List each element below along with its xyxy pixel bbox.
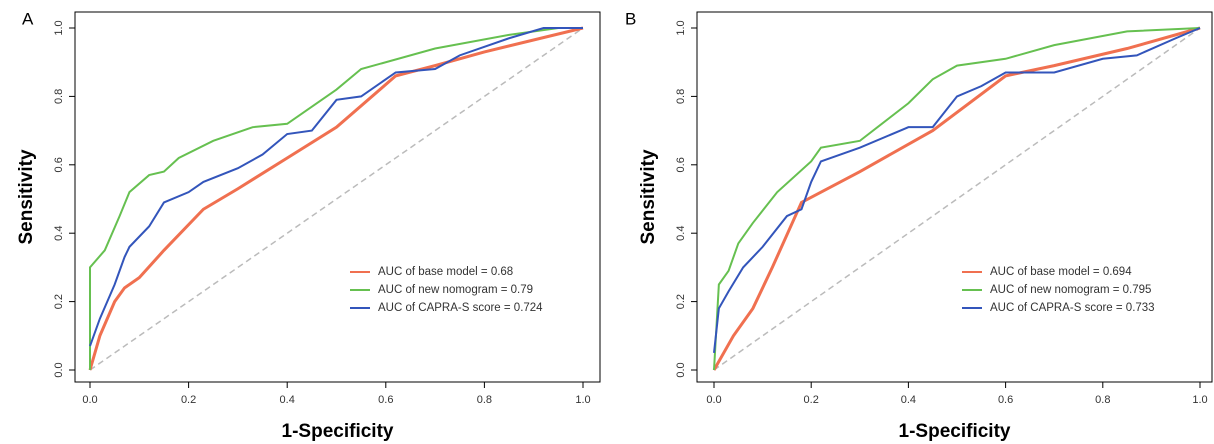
x-tick-label: 0.4	[901, 394, 916, 406]
x-axis-label: 1-Specificity	[899, 421, 1011, 442]
x-tick-label: 0.0	[82, 394, 97, 406]
legend-label: AUC of CAPRA-S score = 0.724	[378, 302, 543, 314]
y-tick-label: 0.0	[53, 362, 65, 377]
chart: B 0.0 0.2 0.4 0.6 0.8 1.0 0.0 0.2 0.4 0.6 0.8 1.0 1-S…	[625, 9, 1213, 442]
panel-label: B	[625, 9, 636, 28]
x-tick-label: 0.6	[998, 394, 1013, 406]
x-tick-label: 0.8	[1095, 394, 1110, 406]
roc-curve	[713, 27, 1201, 371]
x-tick-label: 0.2	[181, 394, 196, 406]
x-tick-label: 0.6	[378, 394, 393, 406]
y-tick-label: 0.4	[675, 226, 687, 241]
roc-curve	[713, 27, 1201, 354]
y-tick-label: 0.6	[53, 157, 65, 172]
legend-label: AUC of new nomogram = 0.795	[990, 284, 1151, 296]
y-tick-label: 0.8	[53, 89, 65, 104]
legend-label: AUC of base model = 0.694	[990, 266, 1132, 278]
roc-curve	[712, 26, 1201, 371]
x-tick-label: 0.2	[804, 394, 819, 406]
x-tick-label: 0.0	[706, 394, 721, 406]
reference-diagonal	[89, 27, 584, 371]
legend-label: AUC of CAPRA-S score = 0.733	[990, 302, 1155, 314]
y-tick-label: 0.8	[675, 89, 687, 104]
y-tick-label: 0.4	[53, 226, 65, 241]
y-tick-label: 0.2	[53, 294, 65, 309]
y-axis-label: Sensitivity	[638, 149, 659, 244]
x-tick-label: 0.8	[477, 394, 492, 406]
x-tick-label: 1.0	[1192, 394, 1207, 406]
y-tick-label: 0.6	[675, 157, 687, 172]
y-axis-label: Sensitivity	[16, 149, 37, 244]
panel-label: A	[22, 9, 34, 28]
plot-frame	[74, 11, 601, 383]
y-tick-label: 0.0	[675, 362, 687, 377]
chart: A 0.0 0.2 0.4 0.6 0.8 1.0 0.0 0.2 0.4 0.6 0.8 1.0 1-S…	[16, 9, 601, 442]
x-tick-label: 1.0	[575, 394, 590, 406]
x-axis-label: 1-Specificity	[282, 421, 394, 442]
y-tick-label: 0.2	[675, 294, 687, 309]
roc-curve	[89, 27, 583, 347]
y-tick-label: 1.0	[53, 20, 65, 35]
reference-diagonal	[713, 27, 1201, 371]
legend-label: AUC of new nomogram = 0.79	[378, 284, 533, 296]
roc-curve	[88, 26, 584, 371]
roc-curve	[89, 27, 583, 370]
legend-label: AUC of base model = 0.68	[378, 266, 513, 278]
plot-frame	[696, 11, 1213, 383]
y-tick-label: 1.0	[675, 20, 687, 35]
x-tick-label: 0.4	[280, 394, 295, 406]
